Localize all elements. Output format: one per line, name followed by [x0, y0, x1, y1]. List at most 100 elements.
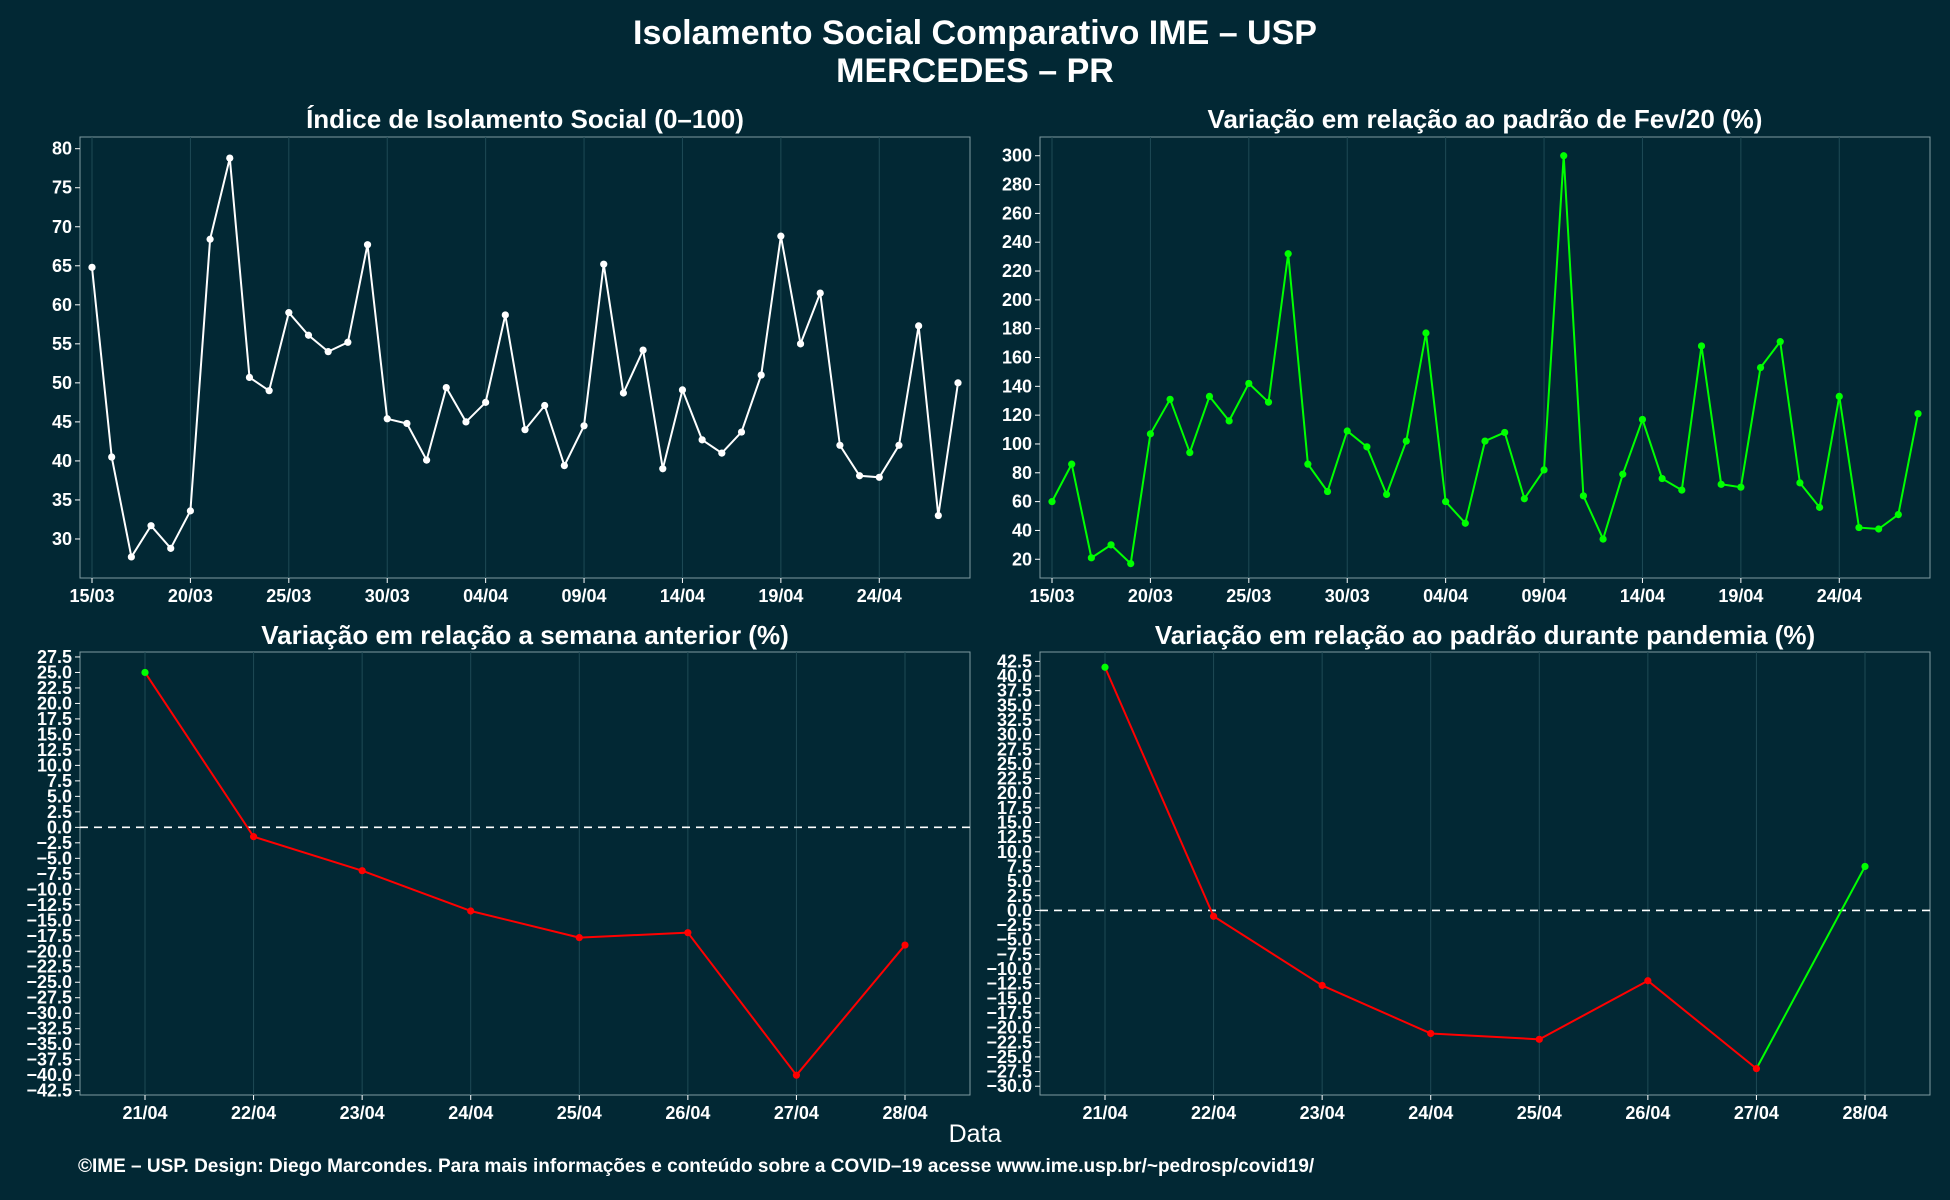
x-tick-label: 24/04 — [1408, 1103, 1453, 1123]
y-tick-label: 40.0 — [997, 666, 1032, 686]
data-point — [324, 348, 332, 356]
y-tick-label: 37.5 — [997, 681, 1032, 701]
data-point — [541, 401, 549, 410]
data-point — [678, 386, 687, 394]
y-tick-label: 180 — [1002, 319, 1032, 339]
x-tick-label: 19/04 — [758, 586, 803, 606]
x-tick-label: 28/04 — [882, 1103, 927, 1123]
y-tick-label: −25.0 — [986, 1047, 1032, 1067]
data-point — [1501, 428, 1509, 437]
y-tick-label: 20.0 — [37, 693, 72, 713]
data-point — [954, 379, 962, 387]
data-point — [1245, 379, 1253, 388]
series-segment — [687, 932, 798, 1076]
y-tick-label: 60 — [1012, 492, 1032, 512]
series-segment — [1647, 979, 1758, 1070]
series-segment — [1430, 1032, 1540, 1041]
panel-title: Índice de Isolamento Social (0–100) — [306, 104, 744, 134]
x-tick-label: 24/04 — [448, 1103, 493, 1123]
x-tick-label: 30/03 — [1325, 586, 1370, 606]
data-point — [777, 232, 785, 240]
series-segment — [253, 835, 363, 872]
series-segment — [795, 944, 906, 1076]
y-tick-label: −22.5 — [26, 957, 72, 977]
data-point — [1209, 912, 1218, 920]
data-point — [344, 338, 352, 346]
data-point — [560, 462, 568, 470]
data-point — [915, 322, 923, 330]
data-point — [1402, 437, 1410, 445]
series-segment — [1755, 865, 1866, 1070]
y-tick-label: 300 — [1002, 146, 1032, 166]
y-tick-label: 55 — [52, 334, 72, 354]
data-point — [792, 1071, 801, 1079]
data-point — [1205, 392, 1214, 401]
data-point — [698, 436, 706, 444]
y-tick-label: −27.5 — [986, 1062, 1032, 1082]
x-tick-label: 20/03 — [1128, 586, 1173, 606]
y-tick-label: 50 — [52, 373, 72, 393]
footer-credit: ©IME – USP. Design: Diego Marcondes. Par… — [78, 1156, 1315, 1177]
y-tick-label: −37.5 — [26, 1050, 72, 1070]
x-tick-label: 27/04 — [774, 1103, 819, 1123]
data-point — [600, 260, 608, 268]
data-point — [1442, 498, 1450, 506]
x-tick-label: 27/04 — [1734, 1103, 1779, 1123]
data-point — [639, 346, 647, 354]
y-tick-label: 60 — [52, 295, 72, 315]
data-point — [1914, 410, 1922, 418]
x-tick-label: 30/03 — [365, 586, 410, 606]
y-tick-label: 40 — [1012, 520, 1032, 540]
chart-subtitle: MERCEDES – PR — [836, 52, 1114, 90]
data-point — [383, 415, 391, 423]
y-tick-label: 0.0 — [47, 817, 72, 837]
data-point — [684, 929, 692, 937]
y-tick-label: 40 — [52, 451, 72, 471]
data-point — [167, 544, 175, 552]
x-tick-label: 15/03 — [69, 586, 114, 606]
data-point — [619, 389, 628, 397]
x-tick-label: 19/04 — [1718, 586, 1763, 606]
data-point — [737, 428, 746, 436]
data-point — [1697, 342, 1706, 350]
data-point — [1068, 460, 1076, 468]
data-point — [875, 473, 883, 481]
chart-title: Isolamento Social Comparativo IME – USP — [633, 14, 1317, 52]
data-point — [1382, 490, 1391, 499]
data-point — [108, 453, 116, 461]
data-point — [245, 373, 254, 382]
x-tick-label: 24/04 — [857, 586, 902, 606]
y-tick-label: −20.0 — [26, 941, 72, 961]
y-tick-label: −15.0 — [986, 988, 1032, 1008]
y-tick-label: 32.5 — [997, 710, 1032, 730]
y-tick-label: −30.0 — [26, 1003, 72, 1023]
data-point — [1087, 554, 1095, 562]
panel-title: Variação em relação ao padrão durante pa… — [1155, 620, 1815, 650]
data-point — [1737, 483, 1745, 491]
x-tick-label: 28/04 — [1842, 1103, 1887, 1123]
y-tick-label: 65 — [52, 256, 72, 276]
y-tick-label: 17.5 — [997, 798, 1032, 818]
data-point — [1323, 487, 1332, 496]
y-tick-label: 5.0 — [47, 786, 72, 806]
data-point — [1875, 525, 1883, 533]
y-tick-label: 17.5 — [37, 709, 72, 729]
series-segment — [144, 671, 255, 838]
x-tick-label: 22/04 — [1191, 1103, 1236, 1123]
x-tick-label: 22/04 — [231, 1103, 276, 1123]
y-tick-label: 140 — [1002, 376, 1032, 396]
y-tick-label: −32.5 — [26, 1019, 72, 1039]
y-tick-label: 30.0 — [997, 725, 1032, 745]
data-point — [462, 418, 470, 426]
x-tick-label: 24/04 — [1817, 586, 1862, 606]
y-tick-label: −5.0 — [996, 930, 1032, 950]
x-tick-label: 09/04 — [1522, 586, 1567, 606]
y-tick-label: 220 — [1002, 261, 1032, 281]
y-tick-label: −25.0 — [26, 972, 72, 992]
data-point — [482, 398, 490, 406]
y-tick-label: −10.0 — [26, 879, 72, 899]
series-segment — [1538, 979, 1649, 1041]
data-point — [186, 507, 195, 515]
y-tick-label: 2.5 — [47, 802, 72, 822]
